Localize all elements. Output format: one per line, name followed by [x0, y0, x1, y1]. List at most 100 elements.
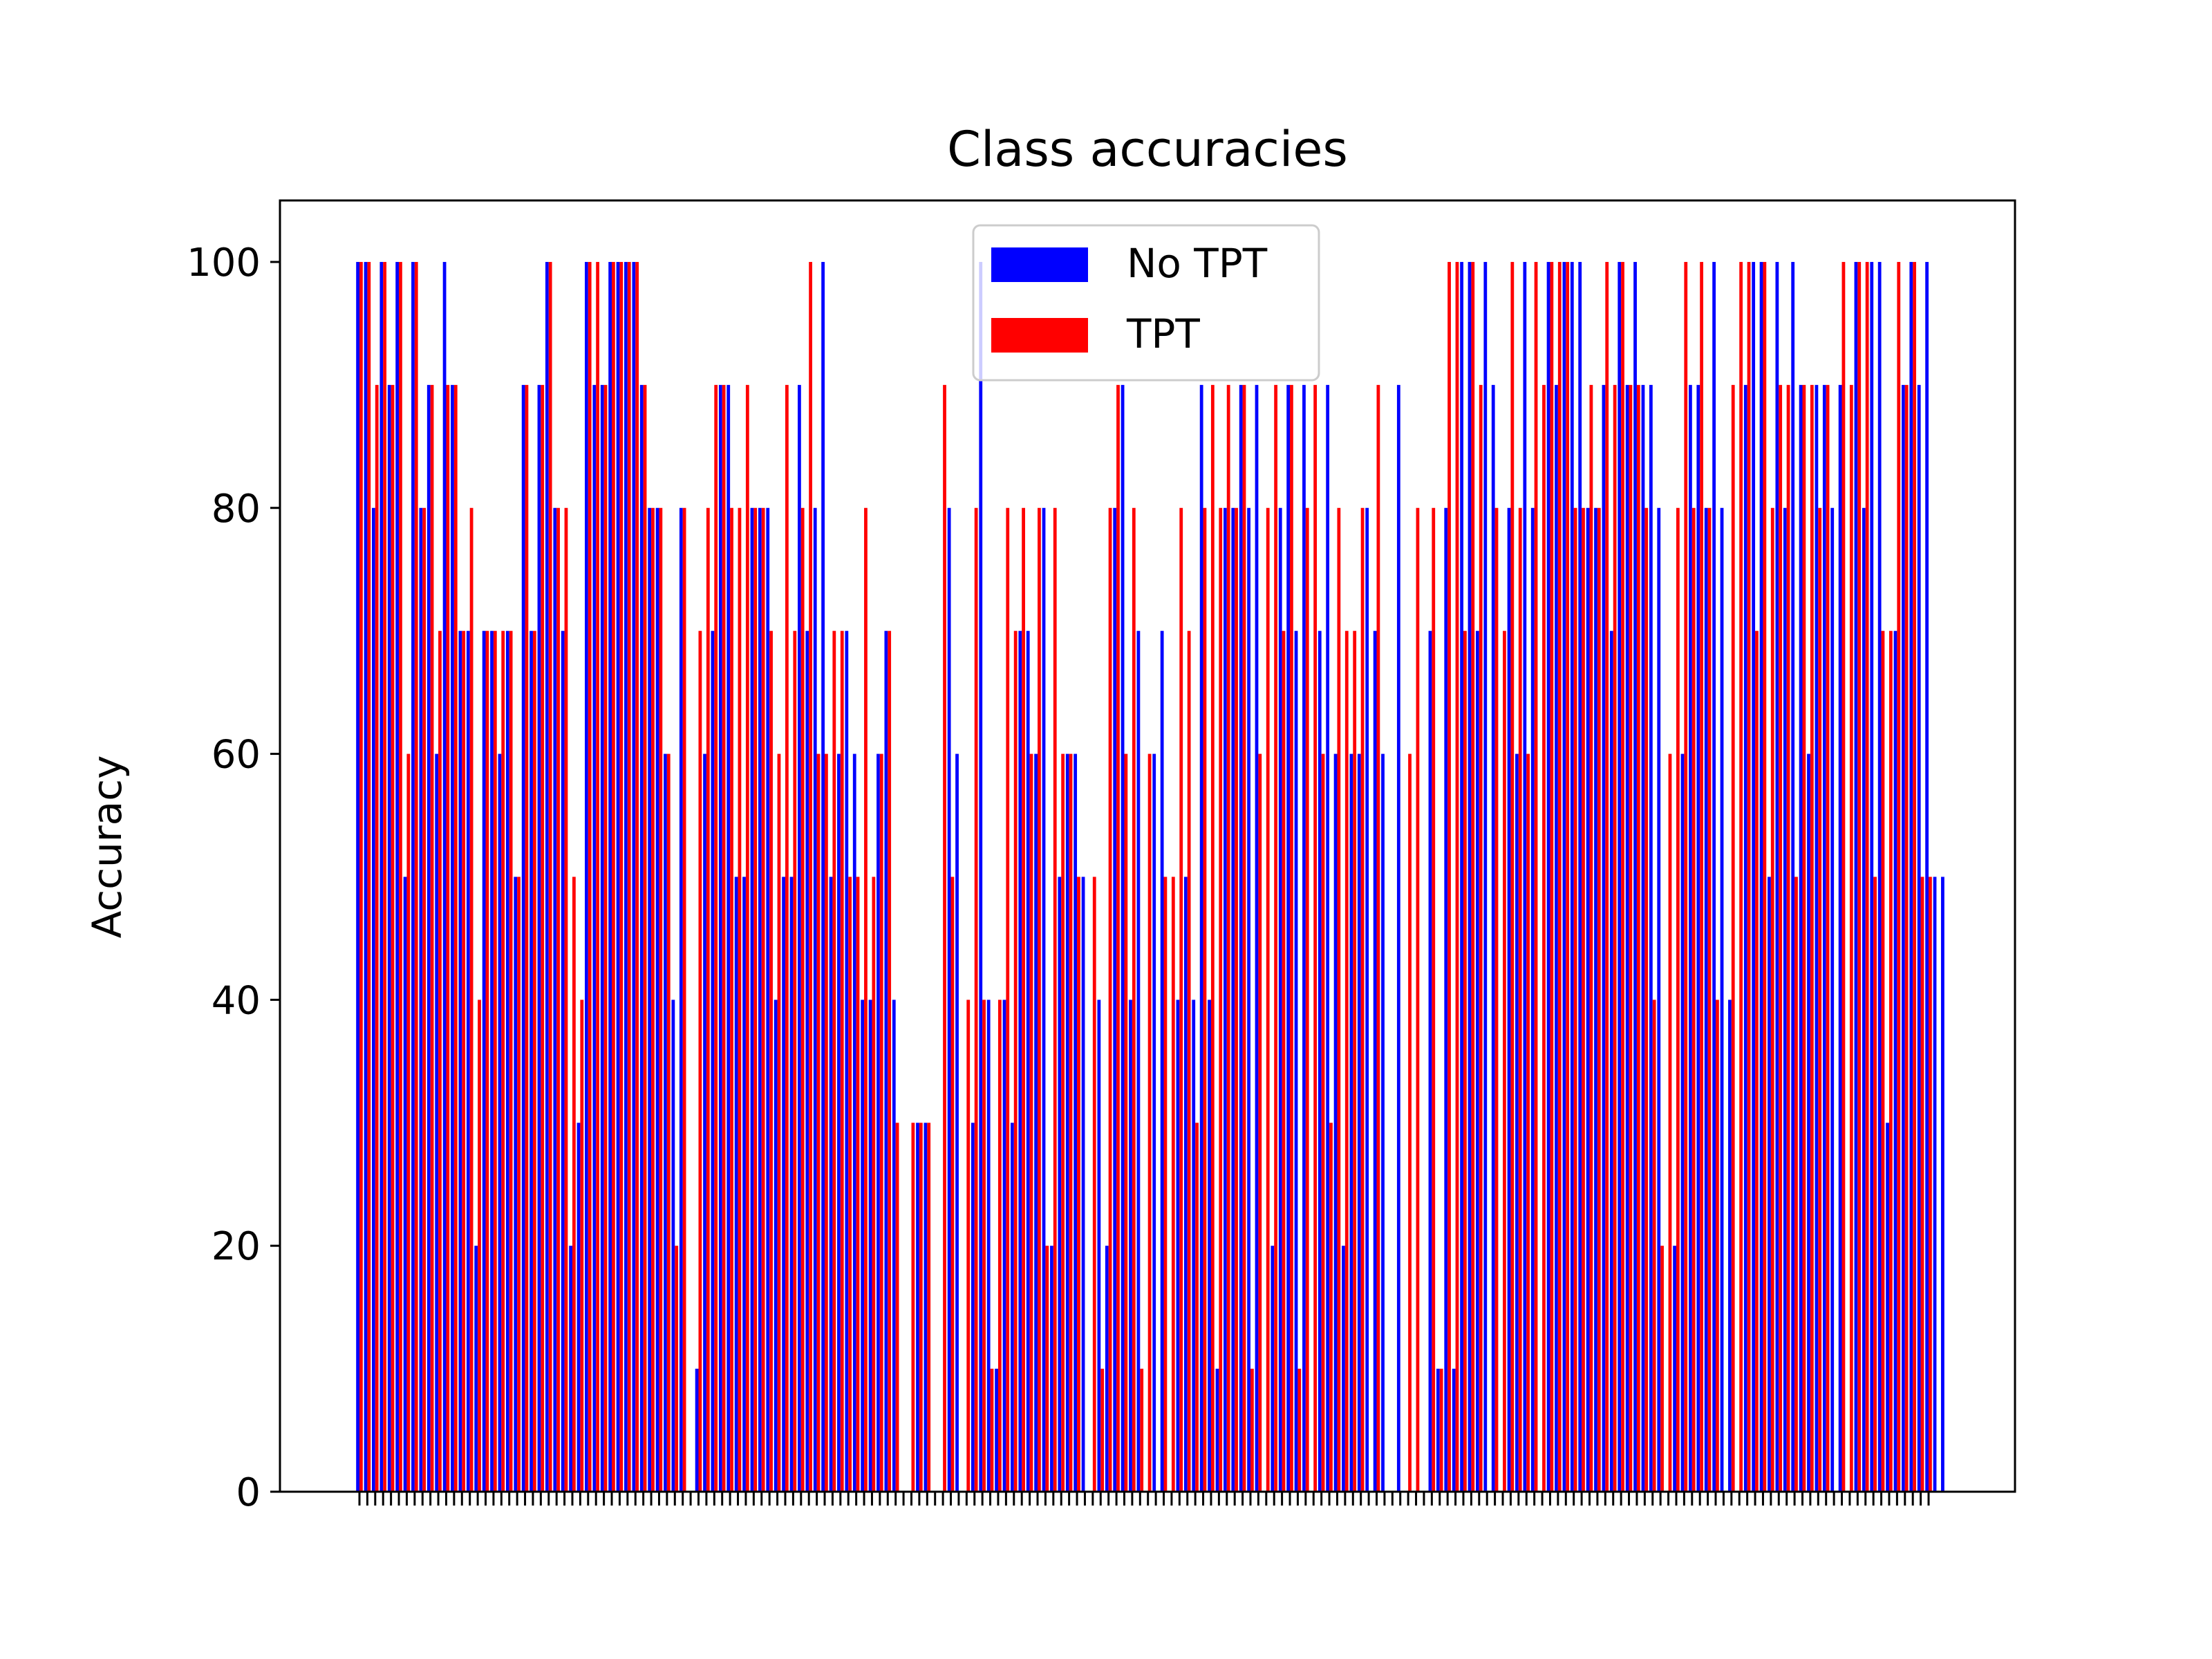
plot-frame [279, 199, 2016, 1493]
bar-no-tpt-116 [1271, 1246, 1275, 1492]
bar-tpt-198 [1920, 877, 1924, 1492]
bar-tpt-93 [1092, 877, 1096, 1492]
bar-no-tpt-181 [1783, 507, 1787, 1492]
bar-tpt-38 [659, 507, 663, 1492]
bar-tpt-189 [1849, 384, 1853, 1492]
bar-no-tpt-52 [766, 507, 770, 1492]
bar-no-tpt-22 [529, 630, 533, 1492]
bar-no-tpt-95 [1105, 1246, 1109, 1492]
bar-no-tpt-39 [664, 753, 667, 1492]
bar-no-tpt-76 [955, 753, 959, 1492]
bar-no-tpt-167 [1673, 1246, 1676, 1492]
bar-no-tpt-0 [356, 261, 359, 1492]
bar-tpt-184 [1810, 384, 1814, 1492]
bar-no-tpt-122 [1318, 630, 1322, 1492]
bar-tpt-44 [706, 507, 710, 1492]
bar-no-tpt-64 [861, 1000, 865, 1492]
bar-tpt-185 [1818, 507, 1822, 1492]
bar-tpt-25 [556, 507, 560, 1492]
bar-no-tpt-111 [1231, 507, 1235, 1492]
bar-no-tpt-92 [1081, 877, 1085, 1492]
y-tick-label-4: 80 [212, 487, 261, 532]
bar-no-tpt-68 [892, 1000, 896, 1492]
legend: No TPT TPT [972, 224, 1320, 382]
bar-no-tpt-177 [1752, 261, 1756, 1492]
bar-tpt-139 [1455, 261, 1459, 1492]
bar-tpt-56 [800, 507, 805, 1492]
bar-no-tpt-90 [1065, 753, 1069, 1492]
bar-tpt-182 [1794, 877, 1798, 1492]
y-tick-label-0: 0 [236, 1470, 261, 1515]
bar-tpt-104 [1179, 507, 1183, 1492]
bar-tpt-110 [1226, 384, 1230, 1492]
bar-tpt-36 [643, 384, 647, 1492]
bar-tpt-48 [738, 507, 742, 1492]
bar-tpt-65 [872, 877, 876, 1492]
bar-tpt-88 [1053, 507, 1057, 1492]
bar-no-tpt-33 [616, 261, 620, 1492]
bar-tpt-74 [943, 384, 946, 1492]
bar-no-tpt-173 [1720, 507, 1724, 1492]
y-tick-label-3: 60 [212, 733, 261, 778]
bar-tpt-98 [1132, 507, 1136, 1492]
bar-no-tpt-7 [411, 261, 415, 1492]
bar-no-tpt-201 [1941, 877, 1944, 1492]
bar-tpt-161 [1629, 384, 1633, 1492]
bar-tpt-180 [1779, 384, 1783, 1492]
bar-tpt-8 [422, 507, 427, 1492]
bar-tpt-133 [1408, 753, 1412, 1492]
bar-tpt-166 [1668, 753, 1672, 1492]
bar-tpt-29 [588, 261, 592, 1492]
bar-tpt-24 [548, 261, 552, 1492]
bar-no-tpt-55 [789, 877, 794, 1492]
bar-no-tpt-198 [1917, 384, 1921, 1492]
bar-tpt-79 [982, 1000, 986, 1492]
bar-tpt-196 [1904, 384, 1909, 1492]
bar-no-tpt-4 [387, 384, 391, 1492]
bar-tpt-95 [1108, 507, 1112, 1492]
bar-no-tpt-193 [1877, 261, 1882, 1492]
bar-tpt-186 [1826, 384, 1830, 1492]
bar-no-tpt-44 [703, 753, 706, 1492]
bar-tpt-63 [856, 877, 860, 1492]
bar-tpt-148 [1526, 753, 1530, 1492]
bar-no-tpt-168 [1680, 753, 1685, 1492]
bar-no-tpt-128 [1365, 507, 1369, 1492]
bar-tpt-40 [675, 1246, 679, 1492]
bar-no-tpt-82 [1002, 1000, 1006, 1492]
bar-tpt-83 [1013, 630, 1018, 1492]
bar-tpt-171 [1707, 507, 1712, 1492]
bar-tpt-82 [1006, 507, 1010, 1492]
bar-no-tpt-50 [750, 507, 754, 1492]
bar-no-tpt-179 [1768, 877, 1771, 1492]
bar-no-tpt-28 [577, 1123, 581, 1492]
bar-no-tpt-182 [1791, 261, 1795, 1492]
bar-no-tpt-60 [829, 877, 833, 1492]
bar-tpt-141 [1471, 261, 1475, 1492]
bar-no-tpt-41 [679, 507, 683, 1492]
bar-no-tpt-191 [1862, 507, 1866, 1492]
bar-tpt-86 [1038, 507, 1041, 1492]
bar-tpt-176 [1747, 261, 1751, 1492]
bar-tpt-155 [1582, 507, 1585, 1492]
bar-tpt-0 [359, 261, 363, 1492]
bar-no-tpt-119 [1294, 630, 1298, 1492]
bar-no-tpt-195 [1893, 630, 1897, 1492]
bar-no-tpt-45 [711, 630, 715, 1492]
bar-tpt-179 [1770, 507, 1774, 1492]
bar-tpt-7 [414, 261, 418, 1492]
bar-no-tpt-199 [1925, 261, 1929, 1492]
bar-no-tpt-165 [1657, 507, 1661, 1492]
bar-no-tpt-124 [1333, 753, 1338, 1492]
bar-tpt-2 [375, 384, 379, 1492]
bar-tpt-31 [603, 384, 608, 1492]
bar-no-tpt-160 [1618, 261, 1622, 1492]
bar-tpt-100 [1147, 753, 1152, 1492]
y-tick-label-2: 40 [212, 978, 261, 1023]
bar-no-tpt-132 [1396, 384, 1400, 1492]
bar-no-tpt-114 [1255, 384, 1259, 1492]
bar-tpt-157 [1597, 507, 1601, 1492]
bar-tpt-12 [453, 384, 458, 1492]
bar-no-tpt-15 [474, 1246, 478, 1492]
bar-no-tpt-171 [1704, 507, 1708, 1492]
